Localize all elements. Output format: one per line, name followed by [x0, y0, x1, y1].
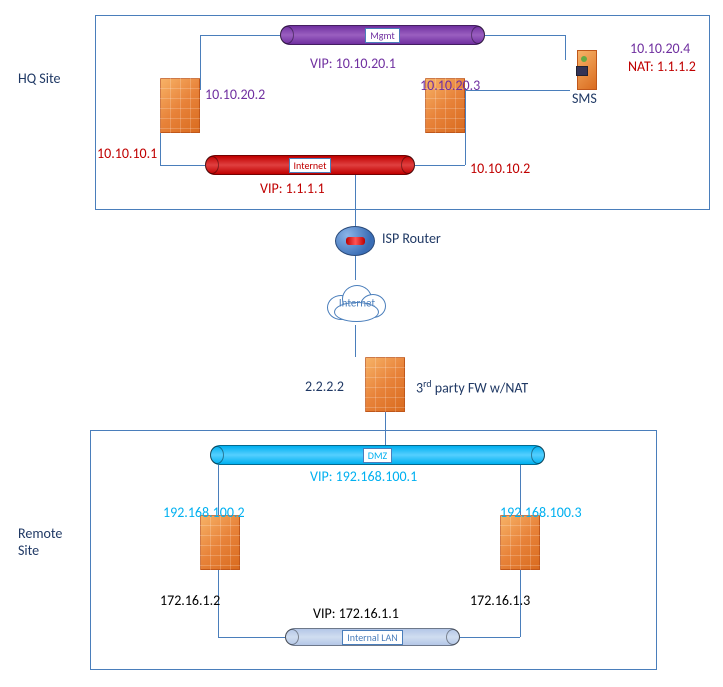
internet-cloud-icon: Internet [322, 280, 392, 325]
hq-fw-right-internet-ip: 10.10.10.2 [470, 160, 530, 177]
hq-fw-right-mgmt-ip: 10.10.20.3 [420, 77, 480, 94]
lan-network-segment: Internal LAN [285, 628, 460, 646]
remote-fw-left-dmz-ip: 192.168.100.2 [163, 504, 245, 521]
third-party-fw-label: 3rd party FW w/NAT [416, 378, 528, 397]
dmz-label: DMZ [363, 448, 392, 463]
hq-site-label: HQ Site [18, 70, 60, 87]
mgmt-vip-label: VIP: 10.10.20.1 [310, 55, 396, 72]
third-party-firewall [365, 357, 405, 412]
mgmt-label: Mgmt [365, 28, 400, 43]
remote-firewall-left [200, 515, 240, 570]
connection-line [355, 325, 356, 357]
hq-fw-left-mgmt-ip: 10.10.20.2 [205, 86, 265, 103]
lan-vip-label: VIP: 172.16.1.1 [313, 605, 399, 622]
hq-fw-left-internet-ip: 10.10.10.1 [97, 145, 157, 162]
internet-label: Internet [289, 158, 332, 173]
mgmt-network-segment: Mgmt [280, 25, 485, 45]
cloud-label: Internet [339, 296, 375, 309]
dmz-network-segment: DMZ [210, 445, 545, 465]
isp-router-label: ISP Router [382, 230, 441, 247]
internet-vip-label: VIP: 1.1.1.1 [260, 180, 325, 197]
remote-fw-left-lan-ip: 172.16.1.2 [160, 592, 220, 609]
connection-line [355, 256, 356, 280]
remote-site-label: RemoteSite [18, 525, 62, 559]
sms-ip-label: 10.10.20.4 [630, 40, 690, 57]
hq-firewall-left [160, 78, 200, 133]
internet-network-segment: Internet [205, 155, 415, 175]
remote-fw-right-dmz-ip: 192.168.100.3 [500, 504, 582, 521]
sms-server-icon [570, 48, 605, 93]
remote-fw-right-lan-ip: 172.16.1.3 [470, 592, 530, 609]
lan-label: Internal LAN [342, 630, 402, 645]
remote-firewall-right [500, 515, 540, 570]
sms-label: SMS [572, 90, 597, 107]
isp-router-icon [335, 226, 375, 256]
sms-nat-label: NAT: 1.1.1.2 [628, 58, 696, 75]
dmz-vip-label: VIP: 192.168.100.1 [310, 468, 417, 485]
third-party-fw-ip: 2.2.2.2 [305, 378, 344, 395]
